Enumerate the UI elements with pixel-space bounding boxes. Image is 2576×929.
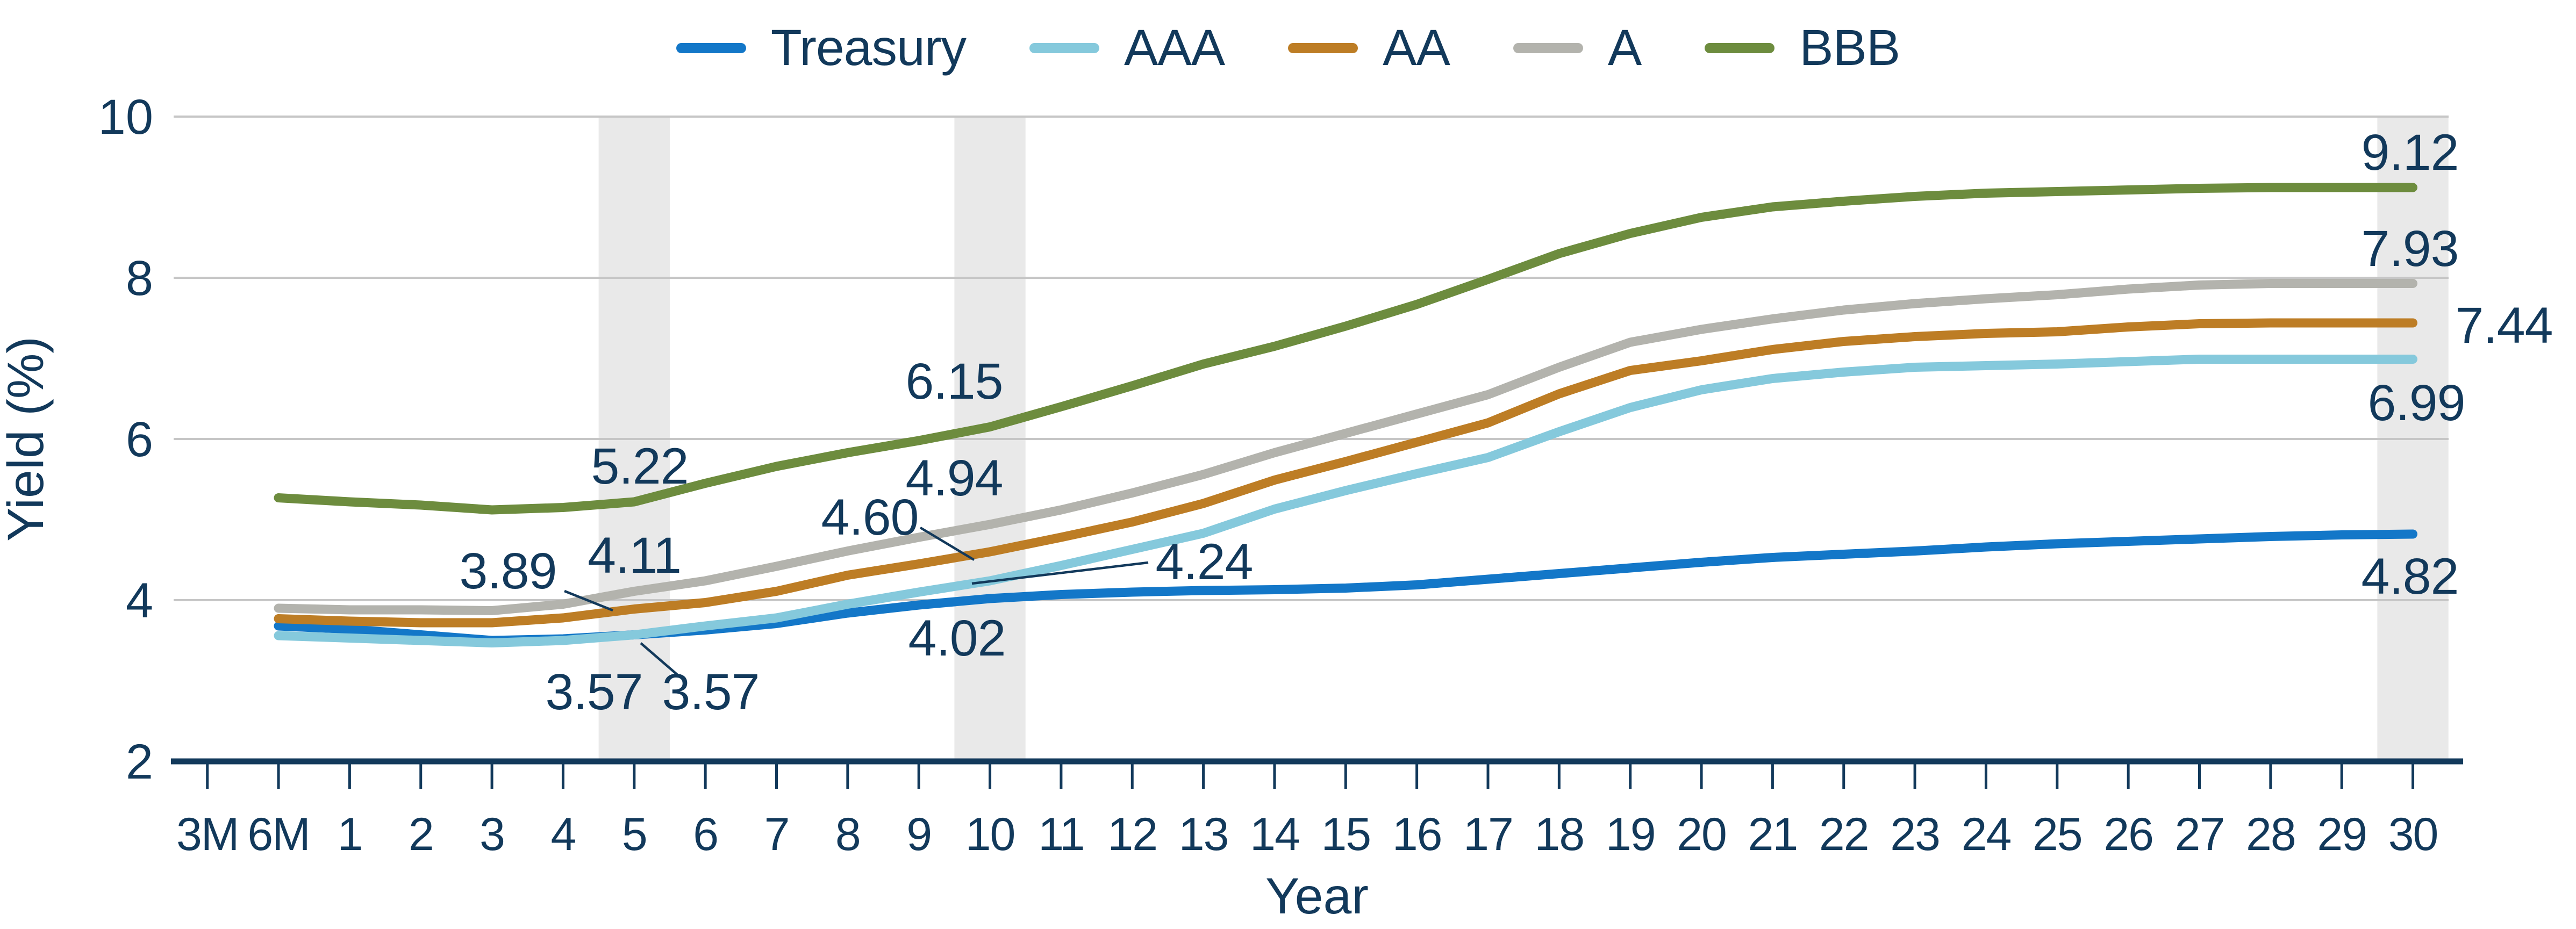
- x-tick-label: 6: [693, 809, 718, 860]
- data-label: 4.60: [821, 489, 919, 546]
- leader-line: [971, 561, 1149, 585]
- data-label: 6.15: [906, 353, 1003, 410]
- leader-line: [640, 642, 681, 678]
- y-axis-title: Yield (%): [0, 336, 54, 542]
- series-line-aa: [274, 318, 2417, 628]
- data-label: 4.24: [1156, 534, 1253, 590]
- x-tick-label: 15: [1321, 809, 1370, 860]
- x-tick-label: 6M: [247, 809, 309, 860]
- x-tick-label: 17: [1463, 809, 1513, 860]
- x-tick-label: 11: [1038, 809, 1084, 860]
- x-tick-label: 14: [1250, 809, 1299, 860]
- leader-line: [564, 589, 613, 612]
- x-tick-label: 22: [1819, 809, 1869, 860]
- x-tick-label: 5: [622, 809, 647, 860]
- y-tick-label: 8: [126, 251, 153, 306]
- data-label: 4.94: [906, 450, 1003, 507]
- x-tick-label: 20: [1677, 809, 1726, 860]
- y-tick-label: 2: [126, 734, 153, 789]
- x-tick-label: 28: [2246, 809, 2295, 860]
- x-tick-label: 7: [764, 809, 789, 860]
- x-axis-title: Year: [1265, 868, 1369, 925]
- x-tick-label: 10: [965, 809, 1015, 860]
- x-tick-label: 30: [2388, 809, 2438, 860]
- x-tick-label: 1: [337, 809, 362, 860]
- y-tick-label: 10: [98, 90, 153, 145]
- data-label: 3.89: [460, 543, 557, 600]
- data-label: 3.57: [546, 664, 643, 721]
- series-line-a: [274, 279, 2417, 615]
- data-label: 4.82: [2362, 548, 2459, 605]
- x-tick-label: 2: [409, 809, 433, 860]
- data-label: 5.22: [591, 438, 689, 495]
- x-tick-label: 23: [1890, 809, 1940, 860]
- y-tick-label: 4: [126, 573, 153, 628]
- x-tick-label: 27: [2175, 809, 2224, 860]
- x-tick-label: 4: [551, 809, 576, 860]
- data-label: 9.12: [2362, 124, 2459, 181]
- x-tick-label: 26: [2103, 809, 2153, 860]
- x-tick-label: 13: [1179, 809, 1228, 860]
- data-label: 7.44: [2456, 297, 2553, 354]
- x-tick-label: 3M: [176, 809, 238, 860]
- y-tick-label: 6: [126, 412, 153, 467]
- data-label: 6.99: [2368, 375, 2465, 431]
- x-tick-label: 3: [480, 809, 504, 860]
- data-label: 3.57: [662, 664, 760, 721]
- data-label: 4.11: [588, 527, 681, 584]
- x-tick-label: 25: [2033, 809, 2082, 860]
- leader-line: [919, 527, 975, 561]
- x-tick-label: 29: [2317, 809, 2366, 860]
- series-line-aaa: [274, 355, 2417, 647]
- x-tick-label: 18: [1535, 809, 1584, 860]
- x-tick-label: 21: [1748, 809, 1798, 860]
- series-line-bbb: [274, 183, 2417, 515]
- x-tick-label: 16: [1392, 809, 1442, 860]
- data-label: 7.93: [2362, 220, 2459, 277]
- x-tick-label: 8: [835, 809, 860, 860]
- x-tick-label: 24: [1962, 809, 2011, 860]
- data-label: 4.02: [908, 610, 1006, 667]
- x-tick-label: 9: [906, 809, 931, 860]
- x-tick-label: 19: [1606, 809, 1655, 860]
- x-tick-label: 12: [1107, 809, 1157, 860]
